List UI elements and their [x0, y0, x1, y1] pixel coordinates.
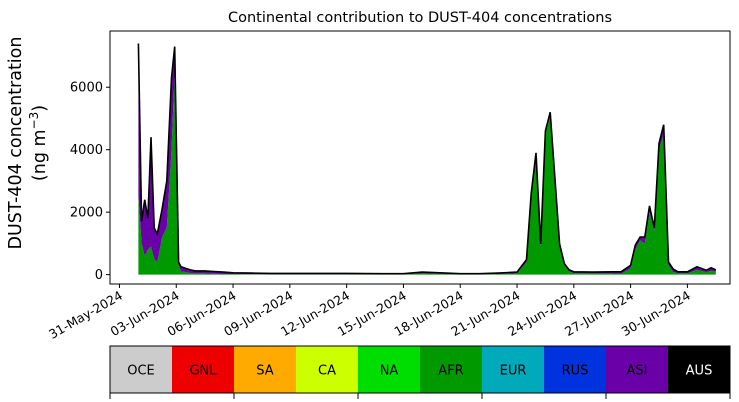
legend-label-aus: AUS — [686, 364, 713, 379]
y-axis-label-line1: DUST-404 concentration — [6, 37, 26, 250]
y-axis-unit-exponent: −3 — [27, 112, 41, 130]
y-tick-label: 4000 — [70, 143, 103, 158]
area-eur — [138, 71, 716, 275]
x-axis: 31-May-202403-Jun-202406-Jun-202409-Jun-… — [46, 284, 693, 342]
legend-swatch-rus — [544, 346, 607, 393]
legend-label-eur: EUR — [500, 364, 527, 379]
legend-swatch-aus — [668, 346, 731, 393]
total-outline — [137, 43, 717, 275]
y-axis: 0 2000 4000 6000 — [70, 81, 110, 283]
plot-area-frame — [109, 30, 731, 285]
area-afr — [138, 71, 716, 275]
legend-frame — [109, 345, 731, 394]
legend-swatch-ca — [296, 346, 359, 393]
y-axis-label: DUST-404 concentration (ng m−3) — [6, 37, 50, 250]
legend-colorbar: OCE GNL SA CA NA AFR EUR RUS ASI AUS — [109, 345, 731, 399]
legend-label-gnl: GNL — [189, 364, 217, 379]
y-tick-label: 0 — [95, 268, 103, 283]
legend-swatch-gnl — [172, 346, 235, 393]
legend-label-rus: RUS — [562, 364, 589, 379]
legend-swatch-afr — [420, 346, 483, 393]
y-axis-unit-close: ) — [30, 105, 50, 112]
y-axis-label-line2: (ng m−3) — [27, 105, 50, 181]
legend-swatch-na — [358, 346, 421, 393]
legend-label-ca: CA — [318, 364, 336, 379]
area-rus — [138, 71, 716, 275]
legend-label-afr: AFR — [438, 364, 463, 379]
stacked-areas — [138, 43, 716, 275]
y-axis-unit-base: (ng m — [30, 129, 50, 181]
y-tick-label: 6000 — [70, 81, 103, 96]
chart-title: Continental contribution to DUST-404 con… — [228, 10, 612, 26]
legend-label-asi: ASI — [627, 364, 648, 379]
legend-swatch-asi — [606, 346, 669, 393]
legend-swatch-eur — [482, 346, 545, 393]
area-aus — [138, 43, 716, 274]
legend-swatch-sa — [234, 346, 297, 393]
y-tick-label: 2000 — [70, 206, 103, 221]
legend-label-sa: SA — [256, 364, 273, 379]
legend-label-oce: OCE — [127, 364, 155, 379]
legend-swatch-oce — [110, 346, 173, 393]
area-asi — [138, 43, 716, 275]
legend-label-na: NA — [380, 364, 399, 379]
